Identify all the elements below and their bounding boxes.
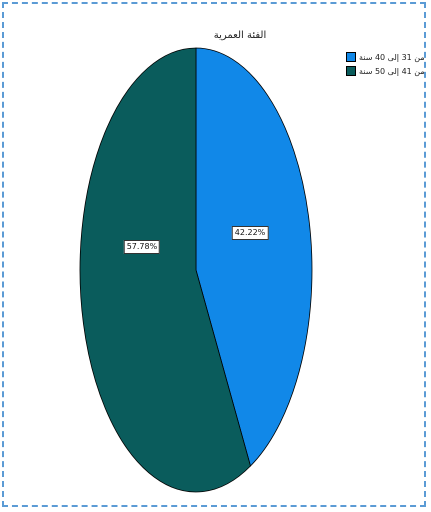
legend-label-2: من 41 إلى 50 سنة xyxy=(359,66,425,76)
pie-slices xyxy=(79,47,313,493)
legend-swatch-2 xyxy=(346,66,356,76)
pie-slice-2 xyxy=(79,47,251,493)
chart-title: الفئة العمرية xyxy=(213,30,267,41)
legend-label-1: من 31 إلى 40 سنة xyxy=(359,52,425,62)
legend-item: من 41 إلى 50 سنة xyxy=(346,64,425,78)
legend-item: من 31 إلى 40 سنة xyxy=(346,50,425,64)
legend-swatch-1 xyxy=(346,52,356,62)
slice-value-label: 42.22% xyxy=(231,226,269,241)
chart-frame xyxy=(2,2,426,507)
legend: من 31 إلى 40 سنة من 41 إلى 50 سنة xyxy=(346,50,425,78)
pie-slice-1 xyxy=(195,47,313,467)
slice-value-label: 57.78% xyxy=(123,239,161,254)
